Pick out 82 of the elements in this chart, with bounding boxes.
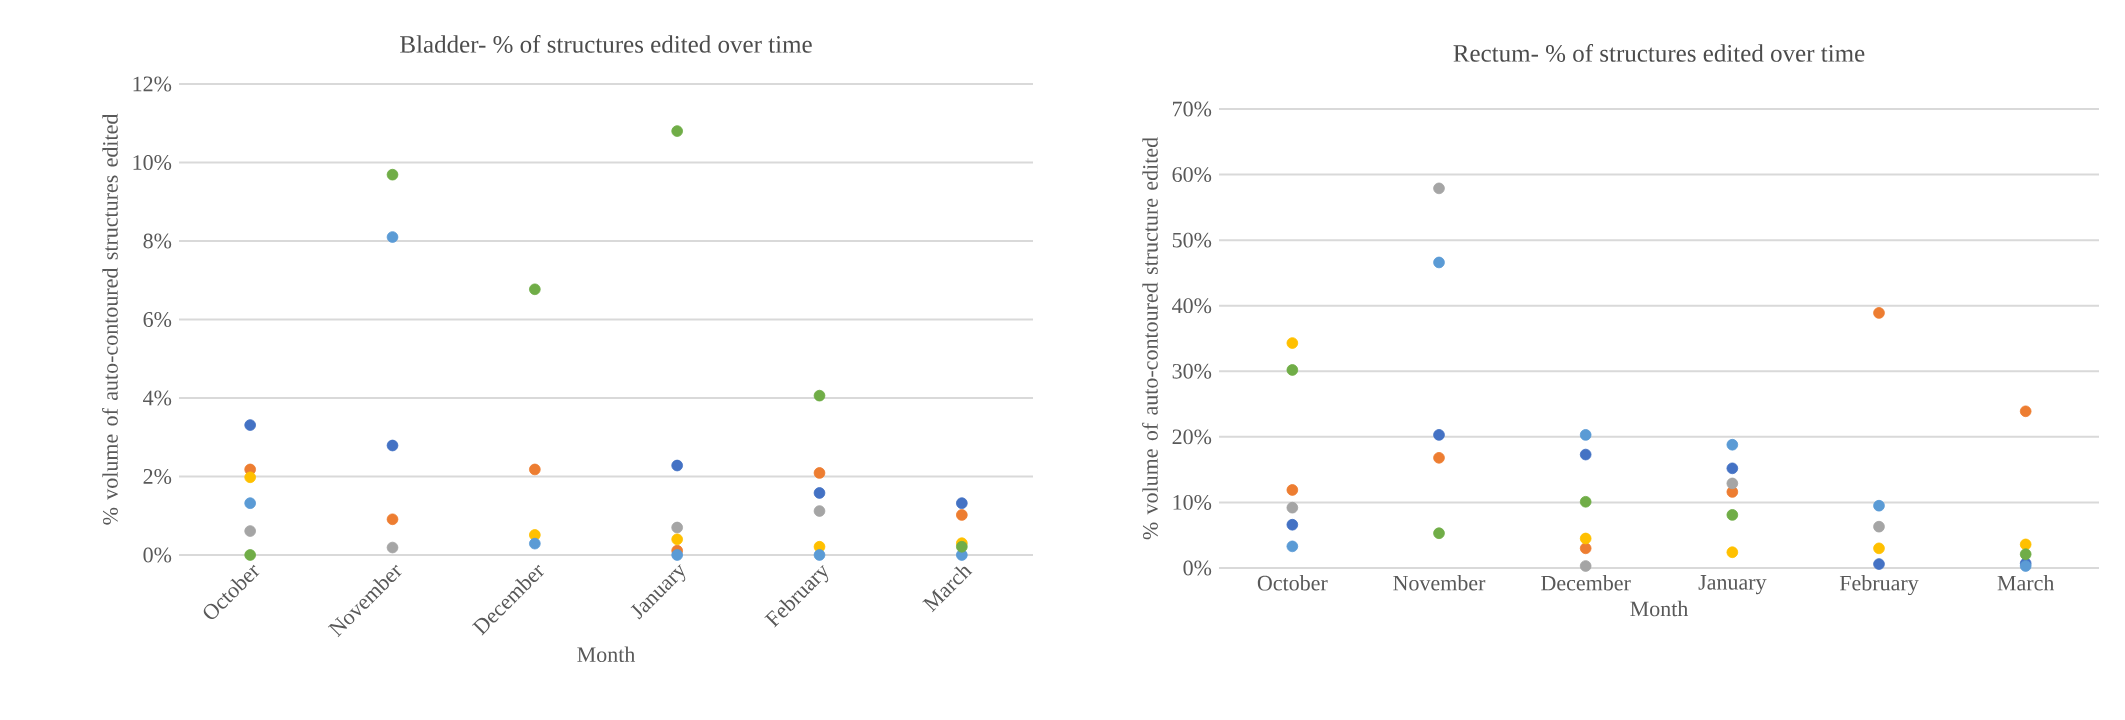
point [529,537,541,550]
point [386,513,399,526]
y-tick-label: 0% [143,547,172,563]
point [813,487,826,499]
point [1873,520,1885,533]
point [1433,527,1445,540]
point [1726,477,1739,490]
x-axis-title: Month [1630,600,1689,617]
y-tick-label: 50% [1172,232,1212,248]
x-tick-label: November [1393,575,1486,591]
point [386,541,399,554]
y-tick-label: 20% [1172,429,1212,445]
point [386,168,399,181]
y-tick-label: 0% [1183,560,1212,576]
x-tick-label: October [1257,575,1328,591]
point [386,439,399,452]
point [1726,509,1739,521]
point [956,509,968,521]
point [1433,256,1445,269]
point [1579,542,1592,555]
point [1286,364,1299,376]
point [2019,548,2032,561]
y-tick-label: 2% [143,469,172,484]
point [1579,448,1592,461]
point [1726,546,1739,559]
y-tick-label: 10% [133,155,172,170]
chart-title: Rectum- % of structures edited over time [1453,44,1865,62]
y-tick-label: 40% [1172,298,1212,314]
x-tick-label: January [1698,575,1767,595]
point [529,463,541,476]
point [671,125,683,137]
point [244,471,256,484]
y-tick-label: 30% [1172,363,1212,379]
point [244,549,256,561]
point [244,525,256,537]
x-tick-label: December [1541,575,1631,591]
y-axis-title: % volume of auto-contoured structures edited [102,113,118,525]
y-tick-label: 6% [143,312,172,327]
point [386,231,399,243]
point [1286,337,1299,349]
point [671,549,683,561]
point [1579,429,1592,441]
point [813,467,826,479]
point [1286,518,1299,531]
y-tick-label: 60% [1172,167,1212,183]
point [1873,307,1885,319]
point [671,521,683,534]
y-tick-label: 12% [133,76,172,92]
y-tick-label: 70% [1173,101,1212,117]
point [813,549,826,561]
point [1433,429,1445,441]
chart-title: Bladder- % of structures edited over time [400,35,812,53]
y-tick-label: 4% [143,390,172,406]
point [1433,182,1445,195]
point [2019,405,2032,418]
point [1873,558,1885,570]
point [813,505,826,517]
point [671,533,683,546]
point [2019,538,2032,551]
point [1286,484,1299,496]
point [1579,560,1592,572]
point [1873,499,1885,512]
point [1579,495,1592,508]
y-tick-label: 8% [143,233,172,249]
y-tick-label: 10% [1173,494,1212,510]
point [671,459,683,472]
x-tick-label: March [1997,575,2055,591]
point [244,419,256,431]
x-axis-title: Month [577,646,636,663]
point [529,283,541,296]
point [956,497,968,509]
point [1286,501,1299,514]
point [1579,532,1592,545]
point [1726,438,1739,451]
point [1873,542,1885,555]
point [244,497,256,509]
x-tick-label: February [1839,575,1919,596]
point [1286,540,1299,553]
point [1726,462,1739,475]
point [813,389,826,402]
point [1433,452,1445,464]
y-axis-title: % volume of auto-contoured structure edited [1142,137,1158,540]
